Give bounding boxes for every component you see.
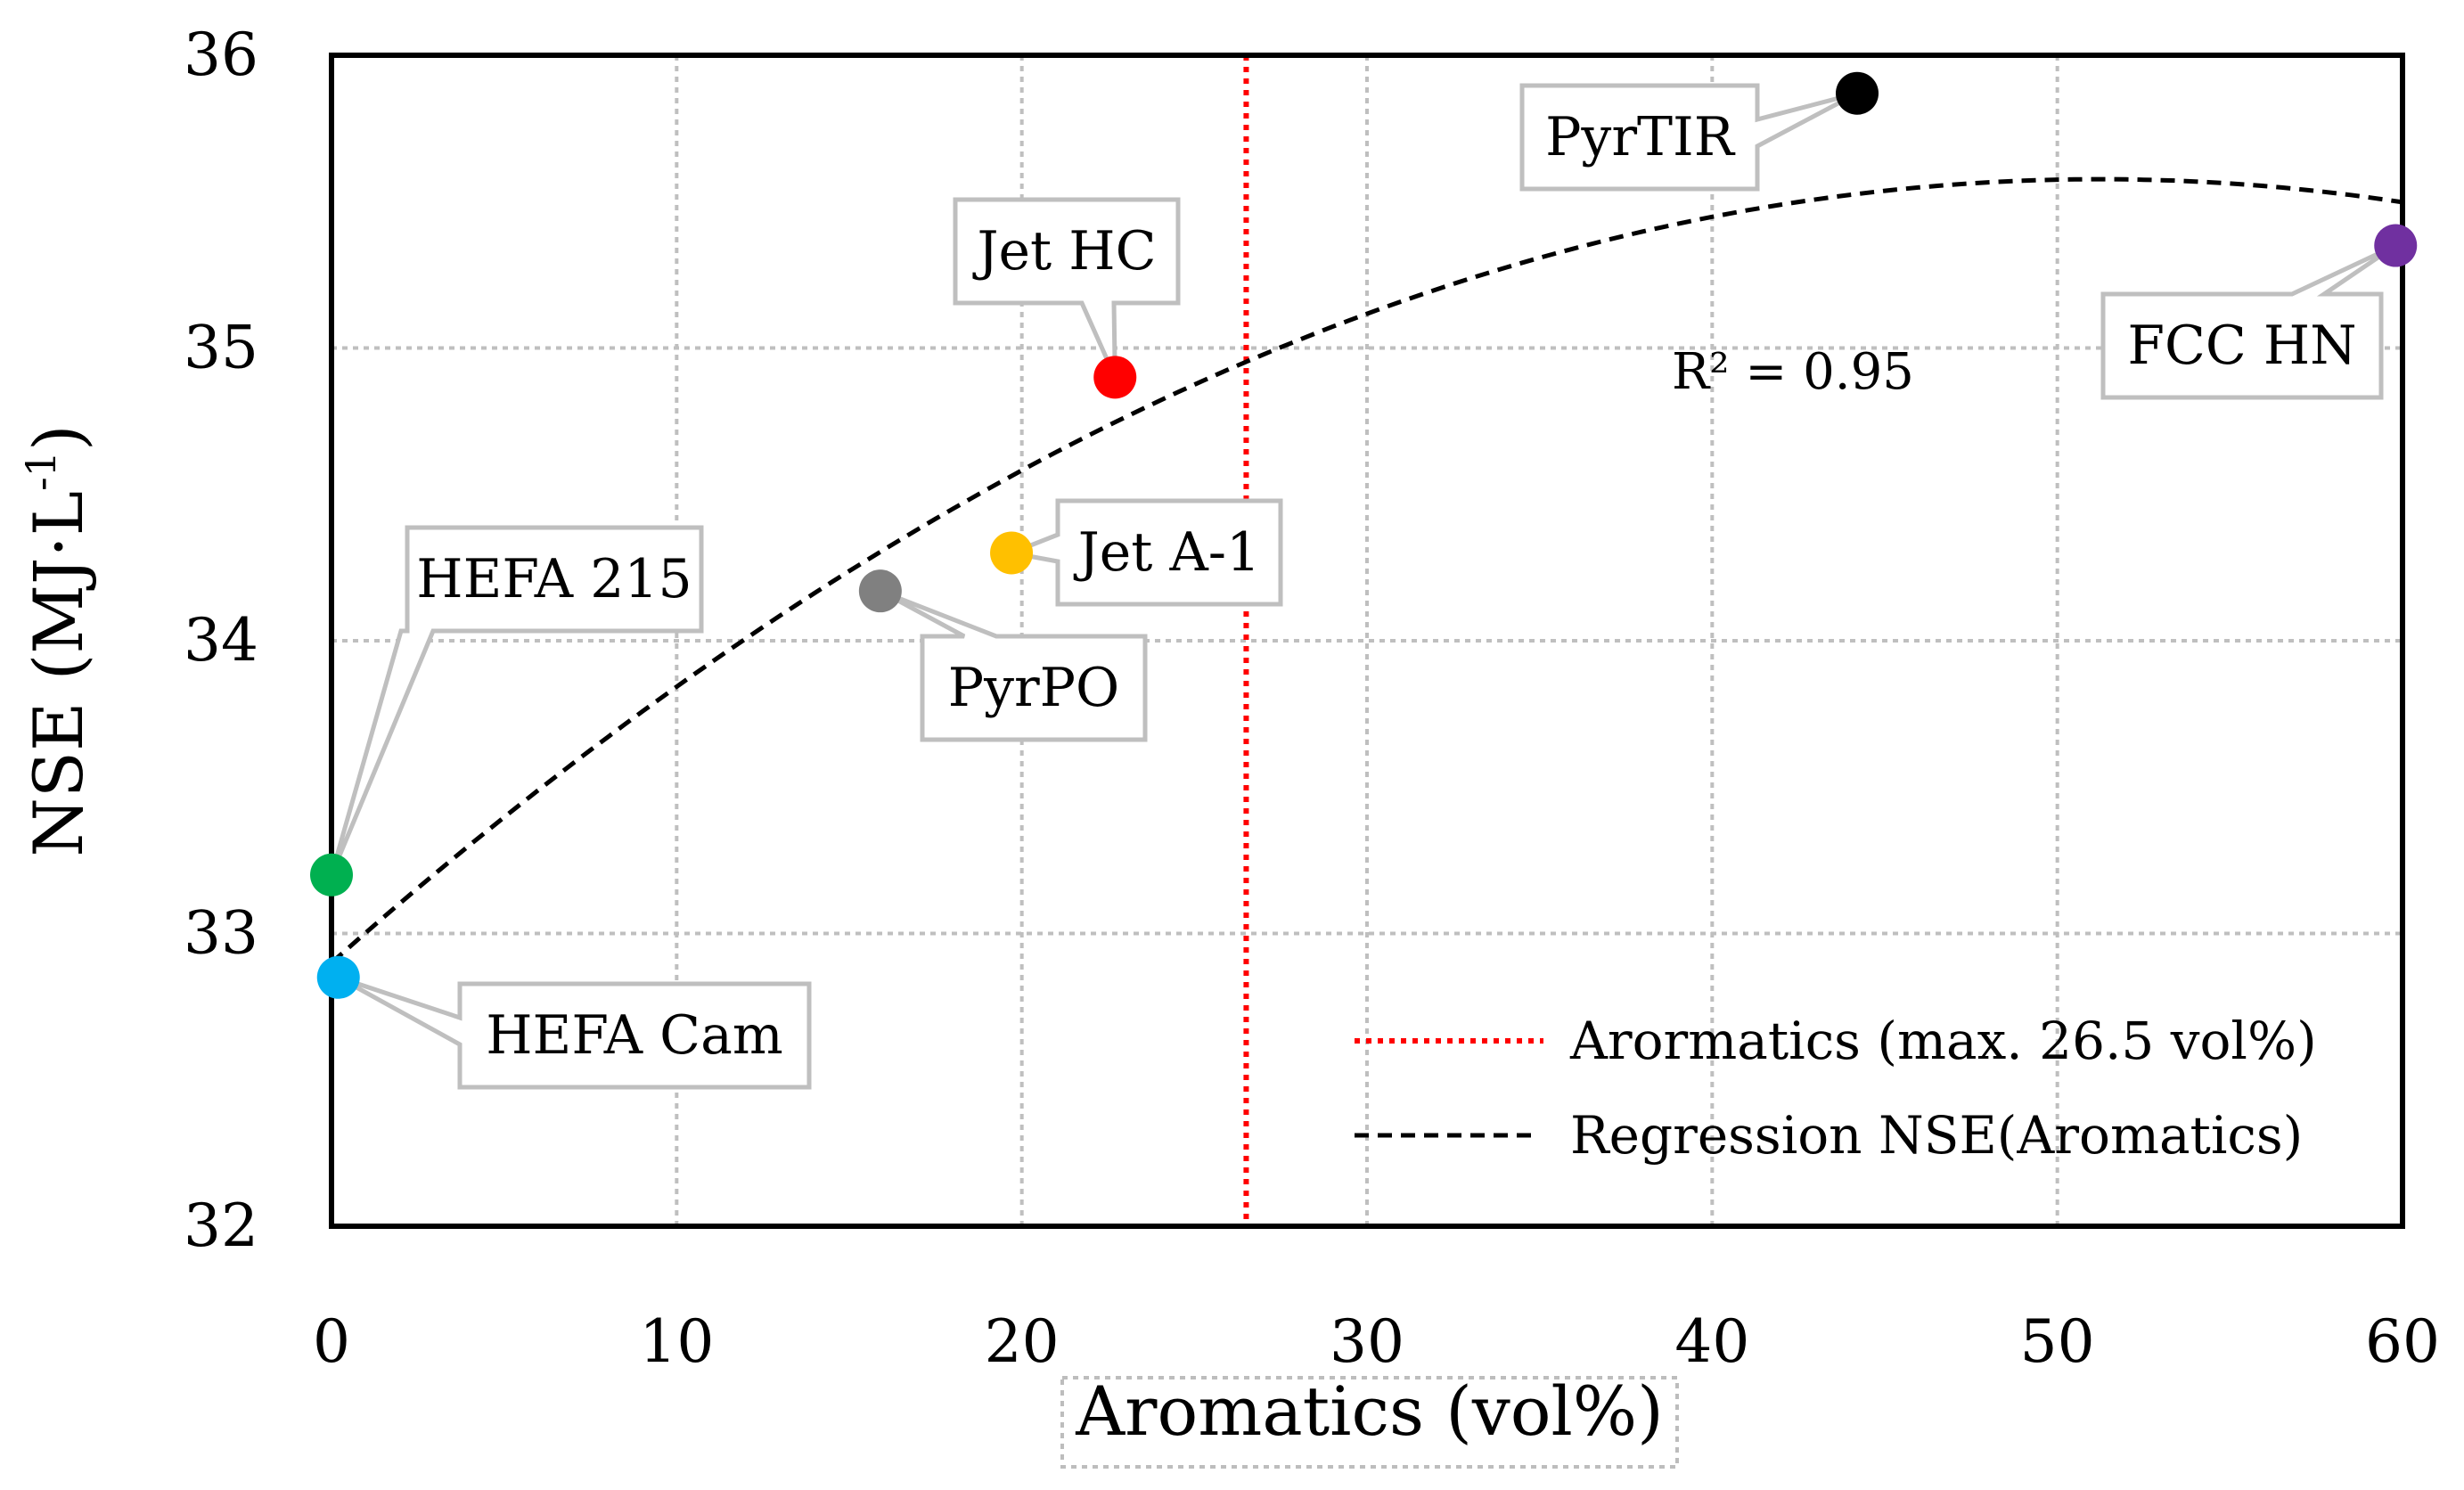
callout-box	[953, 197, 1181, 379]
data-point	[2374, 224, 2418, 267]
data-point	[310, 853, 353, 896]
y-axis-title-close: )	[19, 424, 98, 451]
callout: Jet HC	[953, 197, 1181, 379]
callout-label: Jet HC	[972, 220, 1157, 282]
y-tick-label: 35	[184, 314, 258, 382]
x-tick-label: 50	[2020, 1307, 2095, 1376]
y-axis-title: NSE (MJ·L-1)	[17, 424, 98, 856]
callout: PyrTIR	[1519, 83, 1859, 192]
r2-label: R² = 0.95	[1672, 343, 1914, 401]
data-points	[310, 71, 2418, 999]
x-tick-label: 40	[1674, 1307, 1749, 1376]
y-axis-title-superscript: -1	[17, 451, 65, 491]
callout-label: HEFA 215	[416, 548, 692, 610]
legend-regression-label: Regression NSE(Aromatics)	[1570, 1105, 2303, 1166]
legend-limit-label: Arormatics (max. 26.5 vol%)	[1569, 1011, 2317, 1071]
callout-label: PyrTIR	[1545, 106, 1736, 168]
callout-label: PyrPO	[948, 657, 1120, 719]
callout: PyrPO	[879, 588, 1148, 742]
callout: HEFA 215	[329, 525, 704, 876]
plot-area-frame	[329, 53, 2405, 1229]
point-callouts: HEFA 215 HEFA Cam PyrPO Jet A-1 Jet HC PyrTIR…	[329, 83, 2397, 1090]
data-point	[1836, 71, 1879, 115]
callout-box	[329, 525, 704, 876]
x-tick-label: 0	[313, 1307, 350, 1376]
legend: Arormatics (max. 26.5 vol%) Regression N…	[1355, 1011, 2317, 1166]
x-axis-title: Aromatics (vol%)	[1075, 1371, 1663, 1451]
x-axis-title-box	[1060, 1376, 1679, 1469]
x-tick-label: 20	[985, 1307, 1060, 1376]
callout-label: HEFA Cam	[486, 1004, 783, 1067]
axis-ticks: 0 10 20 30 40 50 60 32 33 34 35 36	[184, 20, 2440, 1376]
y-tick-label: 32	[184, 1191, 258, 1260]
callout-box	[337, 975, 812, 1090]
y-axis-title-main: NSE (MJ·L	[19, 491, 98, 857]
callout-box	[1003, 498, 1283, 607]
data-point	[1093, 356, 1137, 399]
y-tick-label: 34	[184, 606, 258, 675]
regression-curve	[330, 176, 2403, 965]
callout: HEFA Cam	[337, 975, 812, 1090]
x-tick-label: 10	[639, 1307, 714, 1376]
x-tick-label: 30	[1330, 1307, 1404, 1376]
x-tick-label: 60	[2365, 1307, 2440, 1376]
y-tick-label: 33	[184, 899, 258, 968]
callout-label: FCC HN	[2127, 315, 2356, 377]
callout-label: Jet A-1	[1073, 521, 1261, 584]
data-point	[858, 569, 902, 613]
callout: FCC HN	[2100, 243, 2397, 400]
callout-box	[2100, 243, 2397, 400]
data-point	[990, 531, 1034, 575]
callout-box	[1519, 83, 1859, 192]
callout-box	[879, 588, 1148, 742]
data-point	[316, 955, 360, 999]
y-tick-label: 36	[184, 20, 258, 89]
callout: Jet A-1	[1003, 498, 1283, 607]
